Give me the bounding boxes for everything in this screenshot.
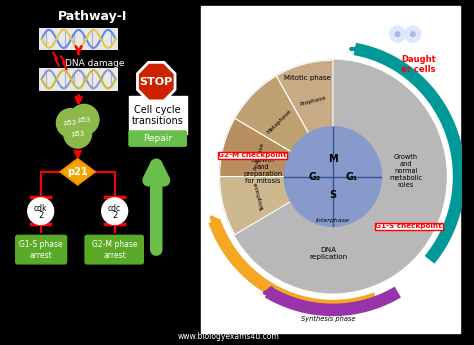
Circle shape <box>219 60 446 293</box>
FancyBboxPatch shape <box>39 28 118 50</box>
Circle shape <box>395 32 400 37</box>
Text: Anaphase: Anaphase <box>254 142 266 171</box>
Text: cdk: cdk <box>34 204 47 213</box>
Circle shape <box>69 105 99 135</box>
Wedge shape <box>219 118 333 177</box>
Text: Telophase: Telophase <box>253 182 266 211</box>
Wedge shape <box>219 177 333 235</box>
Text: G1-S phase
arrest: G1-S phase arrest <box>19 239 63 260</box>
Text: Pathway-I: Pathway-I <box>58 10 127 23</box>
FancyBboxPatch shape <box>85 235 143 264</box>
Wedge shape <box>276 60 333 177</box>
Text: p53: p53 <box>78 117 91 122</box>
Text: First growth phase: First growth phase <box>471 141 474 197</box>
Text: S: S <box>329 189 337 199</box>
Polygon shape <box>137 62 175 101</box>
Text: Synthesis phase: Synthesis phase <box>301 316 356 323</box>
Text: M: M <box>328 154 337 164</box>
Wedge shape <box>235 76 333 177</box>
FancyBboxPatch shape <box>128 96 187 134</box>
Circle shape <box>410 32 415 37</box>
Text: 2: 2 <box>112 211 117 220</box>
Text: Cell cycle
transitions: Cell cycle transitions <box>132 105 183 126</box>
Circle shape <box>102 198 128 225</box>
Text: Daught
er cells: Daught er cells <box>401 55 436 74</box>
Text: Interphase: Interphase <box>316 218 350 223</box>
Text: Metaphase: Metaphase <box>266 108 292 135</box>
Text: Second growth phase: Second growth phase <box>190 154 195 218</box>
Text: G2-M phase
arrest: G2-M phase arrest <box>92 239 137 260</box>
Text: DNA
replication: DNA replication <box>309 247 347 260</box>
Circle shape <box>405 26 421 42</box>
Text: G2-M checkpoint: G2-M checkpoint <box>218 152 287 158</box>
Text: Growth
and
preparation
for mitosis: Growth and preparation for mitosis <box>243 157 282 184</box>
FancyBboxPatch shape <box>16 235 66 264</box>
Text: DNA damage: DNA damage <box>65 59 125 68</box>
Circle shape <box>56 109 84 137</box>
Circle shape <box>390 26 405 42</box>
Text: p21: p21 <box>67 167 88 177</box>
FancyBboxPatch shape <box>129 131 186 146</box>
FancyBboxPatch shape <box>39 68 118 91</box>
Text: Repair: Repair <box>143 134 172 143</box>
Polygon shape <box>61 159 95 185</box>
Text: Prophase: Prophase <box>300 95 327 107</box>
Text: www.biologyexams4u.com: www.biologyexams4u.com <box>178 332 280 341</box>
Text: G₁: G₁ <box>345 171 357 181</box>
Text: p53: p53 <box>64 120 77 126</box>
FancyBboxPatch shape <box>201 6 460 333</box>
Circle shape <box>28 198 54 225</box>
Text: STOP: STOP <box>140 77 173 87</box>
Text: G₂: G₂ <box>308 171 320 181</box>
Text: 2: 2 <box>38 211 43 220</box>
Text: Growth
and
normal
metabolic
roles: Growth and normal metabolic roles <box>389 154 422 188</box>
Text: p53: p53 <box>71 131 84 137</box>
Circle shape <box>284 127 382 226</box>
Text: Mitotic phase: Mitotic phase <box>284 75 331 81</box>
Circle shape <box>64 120 91 148</box>
Text: G1-S checkpoint: G1-S checkpoint <box>375 223 442 229</box>
Text: cdc: cdc <box>108 204 121 213</box>
